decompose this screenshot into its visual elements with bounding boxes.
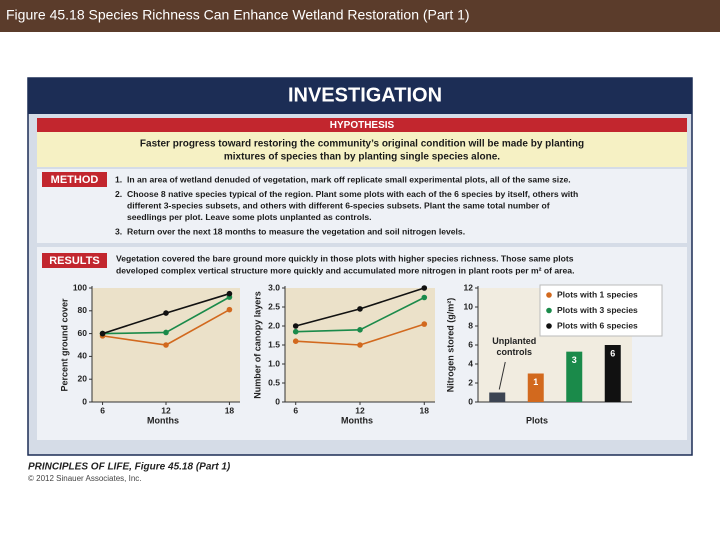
y-tick-label: 2 [468, 377, 473, 387]
y-tick-label: 40 [78, 351, 88, 361]
y-tick-label: 0 [82, 396, 87, 406]
step-number: 3. [115, 226, 122, 236]
x-axis-label: Plots [526, 415, 548, 425]
y-tick-label: 8 [468, 320, 473, 330]
method-tag [42, 172, 107, 187]
x-tick-label: 12 [161, 405, 171, 415]
step-text: different 3-species subsets, and others … [127, 200, 550, 210]
hypothesis-label: HYPOTHESIS [330, 120, 395, 131]
point [163, 310, 169, 316]
point [163, 342, 169, 348]
y-tick-label: 0 [275, 396, 280, 406]
legend-marker [546, 323, 552, 329]
legend-marker [546, 292, 552, 298]
hypothesis-bar [37, 118, 687, 132]
legend-label: Plots with 3 species [557, 305, 638, 315]
legend-box [539, 284, 663, 337]
point [163, 329, 169, 336]
point [357, 327, 363, 333]
footer-copyright: © 2012 Sinauer Associates, Inc. [28, 474, 142, 483]
point [421, 294, 428, 301]
step-text: seedlings per plot. Leave some plots unp… [127, 212, 372, 222]
y-tick-label: 3.0 [268, 282, 280, 292]
category-box: Unplanted controls [492, 336, 537, 357]
y-tick-label: 10 [464, 301, 474, 311]
bar [566, 351, 583, 402]
point [292, 338, 299, 345]
y-tick-label: 0 [468, 396, 473, 406]
x-tick-label: 18 [420, 405, 430, 415]
step-text: Return over the next 18 months to measur… [127, 226, 465, 236]
category-label: 3 [572, 355, 577, 365]
step-text: Choose 8 native species typical of the r… [127, 189, 578, 199]
banner: INVESTIGATION [288, 84, 442, 106]
legend-label: Plots with 6 species [557, 320, 638, 330]
point [357, 342, 363, 348]
x-tick-label: 12 [355, 405, 365, 415]
point [421, 285, 428, 291]
point [226, 290, 233, 297]
y-axis-label: Percent ground cover [59, 298, 69, 392]
hypothesis-box [37, 132, 687, 167]
category-label: 1 [533, 377, 538, 387]
results-label: RESULTS [49, 255, 100, 267]
x-tick-label: 6 [100, 405, 105, 415]
footer-title: PRINCIPLES OF LIFE, Figure 45.18 (Part 1… [28, 462, 231, 473]
y-tick-label: 2.0 [268, 320, 280, 330]
method-box [37, 169, 687, 243]
y-tick-label: 12 [464, 282, 474, 292]
x-tick-label: 18 [225, 405, 235, 415]
step-number: 1. [115, 174, 122, 184]
results-text: developed complex vertical structure mor… [116, 265, 574, 275]
y-tick-label: 6 [468, 339, 473, 349]
legend-marker [546, 307, 552, 314]
bar [489, 392, 506, 402]
y-tick-label: 1.5 [268, 339, 280, 349]
y-tick-label: 60 [78, 328, 88, 338]
results-tag [42, 253, 107, 268]
x-tick-label: 6 [293, 405, 298, 415]
point [292, 328, 299, 335]
y-tick-label: 4 [468, 358, 473, 368]
y-tick-label: 80 [78, 305, 88, 315]
y-tick-label: 20 [78, 373, 88, 383]
method-label: METHOD [51, 174, 99, 186]
y-tick-label: 100 [73, 282, 87, 292]
step-number: 2. [115, 189, 122, 199]
hypothesis-text: mixtures of species than by planting sin… [224, 152, 500, 163]
x-axis-label: Months [341, 415, 373, 425]
legend-label: Plots with 1 species [557, 289, 638, 299]
point [226, 306, 233, 313]
y-axis-label: Number of canopy layers [252, 291, 262, 399]
point [357, 306, 363, 312]
point [421, 321, 428, 327]
page-title: Figure 45.18 Species Richness Can Enhanc… [6, 7, 470, 23]
title-bar [0, 0, 720, 32]
category-label: Unplanted controls [492, 336, 537, 357]
point [292, 323, 299, 329]
results-text: Vegetation covered the bare ground more … [116, 253, 574, 263]
arrow [498, 361, 506, 390]
step-text: In an area of wetland denuded of vegetat… [127, 174, 571, 184]
y-tick-label: 1.0 [268, 358, 280, 368]
bar [604, 345, 621, 402]
y-tick-label: 0.5 [268, 377, 280, 387]
bar [527, 373, 544, 402]
category-label: 6 [610, 348, 615, 358]
hypothesis-text: Faster progress toward restoring the com… [140, 139, 584, 150]
y-axis-label: Nitrogen stored (g/m²) [445, 298, 455, 393]
banner-bar [28, 78, 692, 114]
x-axis-label: Months [147, 415, 179, 425]
y-tick-label: 2.5 [268, 301, 280, 311]
point [99, 330, 106, 337]
